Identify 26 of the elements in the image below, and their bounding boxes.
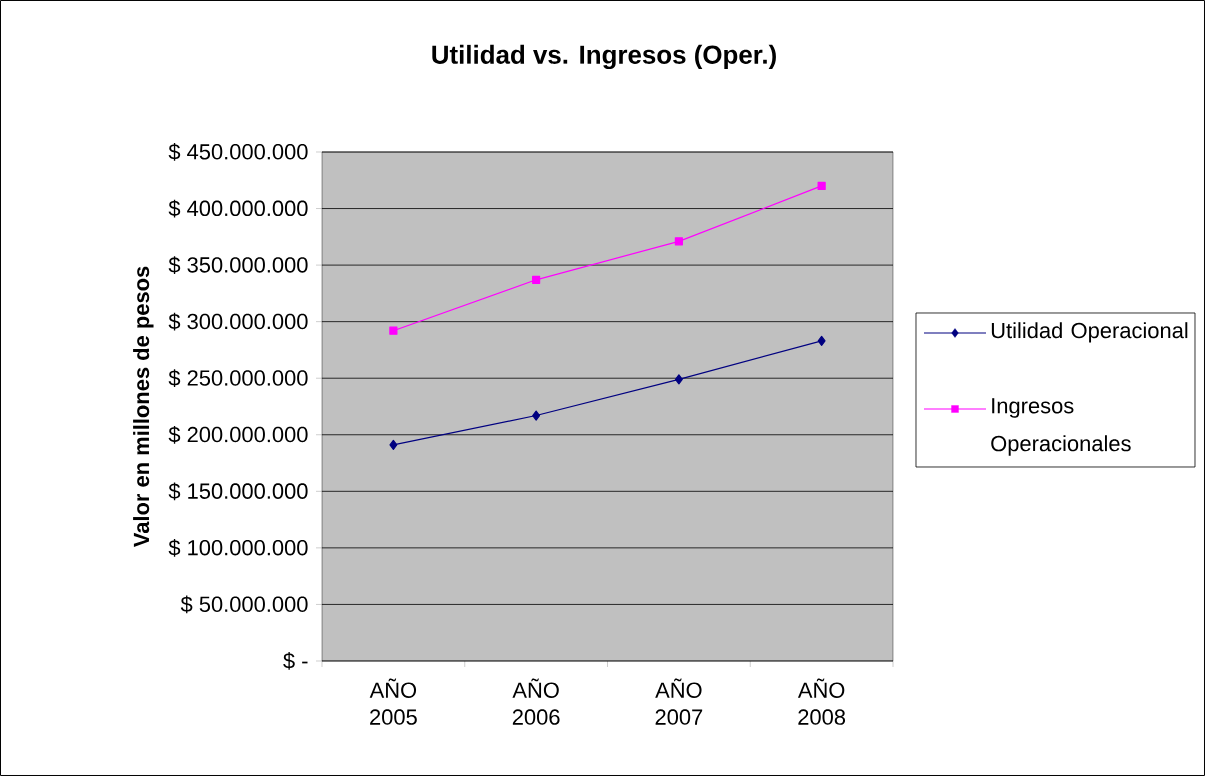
- y-tick-label: $ 350.000.000: [168, 256, 308, 274]
- point: [817, 335, 826, 346]
- legend-label: Ingresos Operacionales: [991, 398, 1131, 456]
- y-tick-label: $ 400.000.000: [168, 199, 308, 218]
- x-tick-label: AÑO 2005: [369, 678, 417, 725]
- y-tick-label: $ 150.000.000: [168, 482, 308, 501]
- point: [674, 237, 683, 246]
- point: [674, 374, 683, 385]
- y-tick-label: $ -: [283, 652, 308, 670]
- y-tick-label: $ 50.000.000: [180, 595, 308, 614]
- y-tick-label: $ 300.000.000: [168, 312, 308, 331]
- point: [532, 410, 541, 421]
- point: [532, 275, 541, 284]
- chart-title: Utilidad vs. Ingresos (Oper.): [432, 44, 776, 70]
- y-tick-label: $ 450.000.000: [168, 143, 308, 161]
- x-tick-label: AÑO 2007: [655, 678, 703, 725]
- point: [817, 181, 826, 191]
- y-tick-label: $ 250.000.000: [168, 369, 308, 388]
- y-tick-label: $ 200.000.000: [168, 425, 308, 444]
- legend-label: Utilidad Operacional: [991, 322, 1188, 343]
- point: [389, 326, 398, 335]
- y-axis-title: Valor en millones de pesos: [133, 266, 154, 548]
- x-tick-label: AÑO 2008: [797, 678, 846, 725]
- x-tick-label: AÑO 2006: [512, 678, 560, 725]
- y-tick-label: $ 100.000.000: [168, 538, 308, 557]
- point: [389, 439, 398, 451]
